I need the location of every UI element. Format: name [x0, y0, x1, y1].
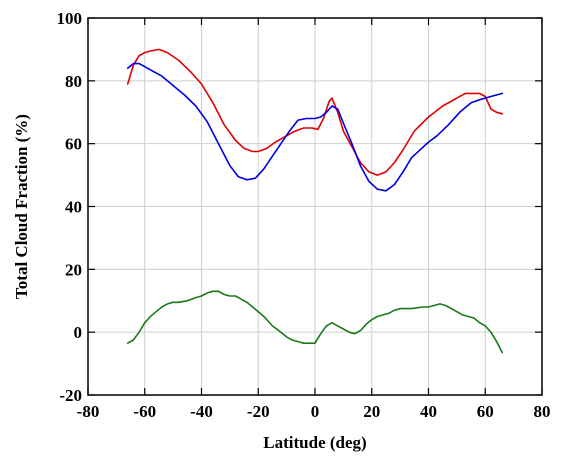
y-tick-label: 80 [65, 72, 82, 91]
series-line-1 [126, 48, 504, 176]
x-tick-label: 80 [534, 402, 551, 421]
x-tick-labels: -80 -60 -40 -20 0 20 40 60 80 [77, 402, 551, 421]
y-tick-label: 40 [65, 198, 82, 217]
y-tick-label: 100 [57, 9, 83, 28]
x-tick-label: -20 [247, 402, 270, 421]
y-tick-labels: -20 0 20 40 60 80 100 [57, 9, 83, 405]
series-layer [126, 48, 504, 354]
x-axis-label: Latitude (deg) [263, 433, 366, 452]
x-tick-label: 60 [477, 402, 494, 421]
y-tick-label: 20 [65, 260, 82, 279]
x-tick-label: 20 [363, 402, 380, 421]
ticks [87, 17, 543, 396]
x-tick-label: -40 [190, 402, 213, 421]
x-tick-label: 40 [420, 402, 437, 421]
y-axis-label: Total Cloud Fraction (%) [12, 114, 31, 299]
series-line-2 [126, 62, 504, 192]
y-tick-label: 60 [65, 135, 82, 154]
y-tick-label: -20 [59, 386, 82, 405]
x-tick-label: -80 [77, 402, 100, 421]
series-line-3 [126, 290, 504, 354]
grid [88, 18, 542, 395]
x-tick-label: -60 [133, 402, 156, 421]
x-tick-label: 0 [311, 402, 320, 421]
y-tick-label: 0 [74, 323, 83, 342]
